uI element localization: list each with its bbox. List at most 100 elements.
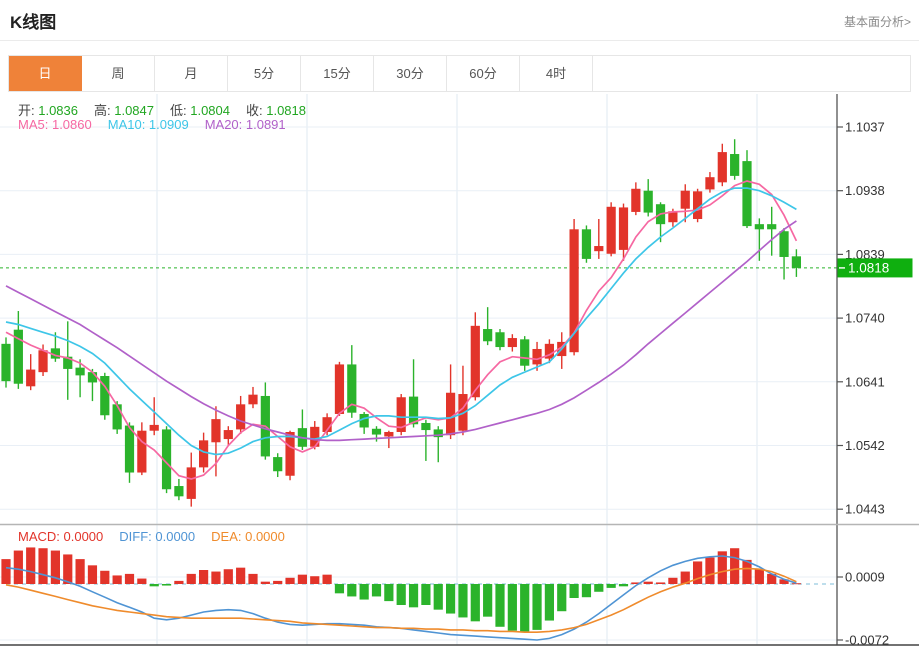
tab-15分[interactable]: 15分	[301, 56, 374, 91]
legend-item: 收: 1.0818	[246, 103, 306, 118]
tab-5分[interactable]: 5分	[228, 56, 301, 91]
tab-周[interactable]: 周	[82, 56, 155, 91]
candle-body	[470, 325, 480, 398]
macd-bar	[507, 584, 517, 631]
macd-bar	[124, 573, 135, 584]
candle-body	[618, 207, 629, 250]
macd-bar	[236, 567, 246, 584]
macd-bar	[87, 565, 98, 584]
tab-月[interactable]: 月	[155, 56, 228, 91]
macd-bar	[248, 573, 258, 584]
fundamental-analysis-link[interactable]: 基本面分析>	[843, 15, 911, 29]
macd-bar	[433, 584, 443, 610]
candle-body	[791, 256, 801, 268]
macd-bar	[1, 559, 11, 584]
ma-legend: MA5: 1.0860 MA10: 1.0909 MA20: 1.0891	[18, 117, 302, 132]
candle-body	[569, 229, 579, 353]
legend-item: 高: 1.0847	[94, 103, 154, 118]
tab-日[interactable]: 日	[9, 56, 82, 91]
macd-bar	[693, 561, 703, 584]
price-tick-label: 1.0542	[845, 438, 885, 453]
macd-bar	[161, 584, 172, 586]
candle-body	[754, 224, 764, 230]
candle-body	[396, 397, 406, 432]
tab-30分[interactable]: 30分	[374, 56, 447, 91]
candle-body	[236, 404, 246, 430]
period-tabstrip: 日周月 5分 15分 30分 60分 4时	[8, 55, 911, 92]
macd-bar	[359, 584, 369, 600]
macd-bar	[13, 550, 23, 584]
candle-body	[124, 425, 135, 473]
macd-bar	[569, 584, 579, 598]
macd-bar	[199, 570, 209, 584]
candle-body	[334, 364, 345, 414]
macd-bar	[174, 580, 184, 584]
candle-body	[384, 431, 394, 437]
candle-body	[606, 206, 616, 254]
candle-body	[668, 211, 678, 223]
candle-body	[273, 457, 283, 472]
candle-body	[705, 177, 715, 190]
macd-bar	[767, 573, 777, 584]
macd-bar	[297, 574, 307, 584]
macd-bar	[100, 570, 110, 584]
dea-line	[5, 567, 797, 634]
macd-bar	[544, 584, 554, 621]
candle-body	[643, 190, 653, 213]
candle-body	[161, 429, 172, 490]
macd-bar	[791, 583, 801, 585]
ohlc-legend: 开: 1.0836 高: 1.0847 低: 1.0804 收: 1.0818	[18, 100, 322, 119]
candle-body	[581, 229, 592, 259]
price-tick-label: 1.0938	[845, 183, 885, 198]
macd-bar	[149, 584, 159, 587]
candle-body	[174, 486, 184, 497]
macd-bar	[310, 576, 320, 584]
macd-bar	[581, 584, 592, 598]
candle-body	[544, 343, 554, 359]
macd-bar	[38, 548, 48, 584]
candle-body	[730, 154, 740, 176]
macd-bar	[668, 577, 678, 584]
macd-bar	[655, 582, 666, 584]
candle-body	[433, 429, 443, 438]
macd-tick-label: -0.0072	[845, 633, 889, 648]
macd-bar	[705, 557, 715, 584]
macd-bar	[408, 584, 419, 608]
macd-bar	[322, 574, 332, 584]
ma5-line	[5, 180, 798, 480]
price-tick-label: 1.0740	[845, 311, 885, 326]
candle-body	[211, 419, 221, 443]
macd-bar	[730, 548, 740, 584]
ma10-line	[5, 187, 797, 456]
macd-bar	[446, 584, 456, 614]
macd-bar	[75, 559, 85, 584]
tab-60分[interactable]: 60分	[447, 56, 520, 91]
candle-body	[100, 376, 110, 416]
macd-tick-label: 0.0009	[845, 570, 885, 585]
macd-bar	[112, 575, 122, 584]
macd-bar	[606, 584, 616, 588]
current-price-label: 1.0818	[848, 261, 889, 276]
macd-bar	[137, 578, 147, 584]
macd-bar	[754, 569, 764, 584]
macd-bar	[618, 584, 629, 587]
candle-body	[223, 430, 233, 440]
macd-bar	[717, 551, 727, 584]
macd-bar	[50, 550, 60, 584]
current-price-badge	[837, 258, 913, 278]
candle-body	[532, 348, 542, 365]
candle-body	[408, 396, 419, 425]
macd-bar	[260, 581, 270, 584]
candle-body	[779, 231, 789, 257]
candle-body	[717, 152, 727, 183]
macd-bar	[371, 584, 382, 597]
candle-body	[38, 350, 48, 373]
price-tick-label: 1.0839	[845, 247, 885, 262]
macd-bar	[643, 581, 653, 584]
tab-4时[interactable]: 4时	[520, 56, 593, 91]
candle-body	[421, 422, 431, 431]
legend-item: 低: 1.0804	[170, 103, 230, 118]
